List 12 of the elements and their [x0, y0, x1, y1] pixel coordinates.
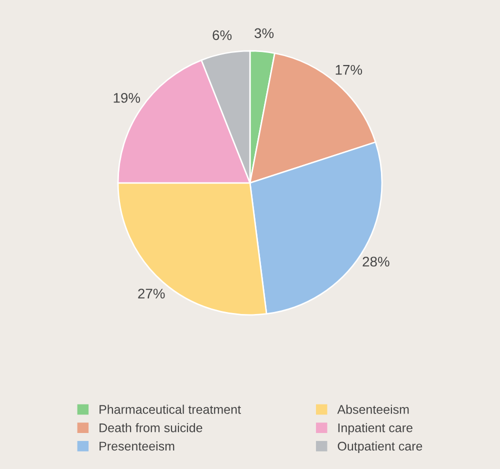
legend-label: Pharmaceutical treatment [100, 404, 241, 414]
data-label: 17% [336, 64, 362, 75]
legend-label: Presenteeism [100, 441, 174, 451]
legend-label: Absenteeism [337, 404, 409, 414]
legend-label: Inpatient care [338, 423, 412, 435]
data-label: 28% [362, 256, 390, 267]
legend-label: Outpatient care [338, 441, 422, 454]
data-label: 3% [254, 28, 274, 38]
data-label: 27% [138, 288, 165, 298]
data-label: 6% [212, 30, 232, 40]
legend-label: Death from suicide [100, 423, 202, 432]
data-label: 19% [114, 92, 140, 103]
